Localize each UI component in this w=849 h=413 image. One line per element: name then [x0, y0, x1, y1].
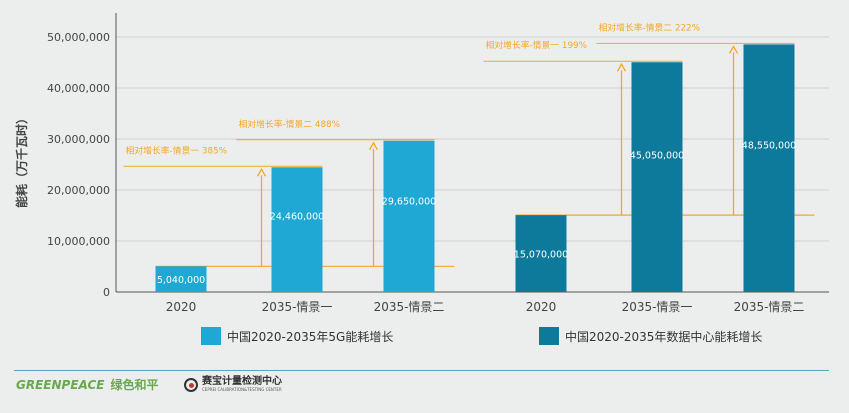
legend-label: 中国2020-2035年5G能耗增长: [227, 329, 393, 344]
greenpeace-chinese-name: 绿色和平: [110, 378, 159, 392]
bar-value-label: 5,040,000: [157, 275, 205, 286]
y-tick-label: 10,000,000: [47, 235, 110, 248]
x-tick-label: 2035-情景二: [374, 300, 445, 314]
y-axis-title: 能耗（万千瓦时）: [14, 112, 29, 208]
bar: [383, 140, 435, 292]
growth-annotation-label: 相对增长率-情景二 222%: [599, 21, 701, 33]
footer-divider: [14, 370, 829, 371]
x-tick-label: 2035-情景一: [622, 300, 693, 314]
greenpeace-logo: GREENPEACE 绿色和平: [16, 376, 158, 393]
y-tick-label: 20,000,000: [47, 184, 110, 197]
ceprei-logo: 赛宝计量检测中心 CEPREI CALIBRATION&TESTING CENT…: [184, 377, 282, 392]
growth-annotation-label: 相对增长率-情景二 488%: [239, 118, 341, 130]
bar: [631, 62, 683, 293]
growth-arrow-head: [728, 45, 739, 54]
x-tick-label: 2020: [526, 300, 557, 314]
x-tick-label: 2035-情景二: [734, 300, 805, 314]
ceprei-logo-icon: [184, 377, 198, 392]
legend-swatch: [539, 327, 559, 345]
x-tick-label: 2035-情景一: [262, 300, 333, 314]
bar-value-label: 24,460,000: [270, 212, 324, 223]
bar: [271, 167, 323, 292]
growth-annotation-label: 相对增长率-情景一 199%: [486, 39, 588, 51]
bar: [155, 266, 207, 292]
ceprei-subtitle: CEPREI CALIBRATION&TESTING CENTER: [202, 387, 282, 392]
ceprei-name: 赛宝计量检测中心: [202, 376, 282, 387]
bar-value-label: 29,650,000: [382, 196, 436, 207]
bar-value-label: 48,550,000: [742, 140, 796, 151]
growth-arrow-head: [256, 167, 267, 177]
y-tick-label: 0: [103, 286, 110, 299]
bar-value-label: 45,050,000: [630, 151, 684, 162]
y-tick-label: 50,000,000: [47, 31, 110, 44]
growth-annotation-label: 相对增长率-情景一 385%: [126, 144, 228, 156]
growth-arrow-head: [616, 62, 627, 72]
bar: [743, 44, 795, 292]
legend-label: 中国2020-2035年数据中心能耗增长: [565, 329, 762, 344]
legend-swatch: [201, 327, 221, 345]
bar-chart: 0 10,000,000 20,000,000 30,000,000 40,000,00…: [14, 13, 829, 345]
y-tick-label: 30,000,000: [47, 133, 110, 146]
growth-arrow-head: [368, 141, 379, 151]
bar-value-label: 15,070,000: [514, 250, 568, 261]
greenpeace-wordmark: GREENPEACE: [16, 378, 105, 392]
x-tick-label: 2020: [166, 300, 197, 314]
y-tick-label: 40,000,000: [47, 82, 110, 95]
bar: [515, 215, 567, 292]
